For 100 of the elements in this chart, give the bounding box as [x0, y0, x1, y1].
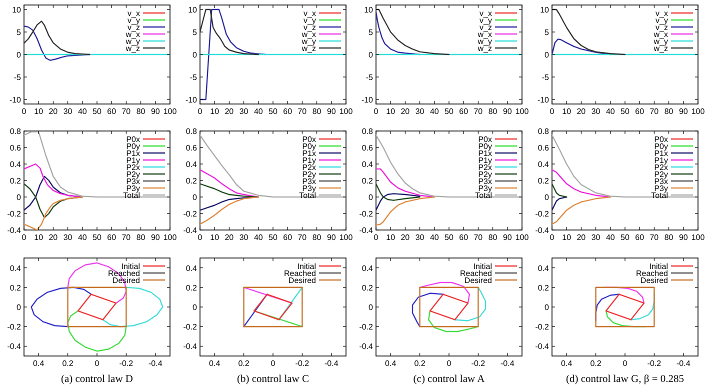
line-series [376, 134, 522, 198]
line-series [376, 183, 420, 201]
y-tick-label: 0.2 [362, 283, 374, 292]
line-series [200, 8, 266, 100]
x-tick-label: 60 [635, 233, 645, 242]
x-tick-label: 50 [268, 233, 278, 242]
legend-label: P2x [478, 163, 492, 172]
legend-label: P0y [302, 142, 316, 151]
x-tick-label: 30 [63, 233, 73, 242]
text: (a) control law D [60, 374, 134, 385]
legend-label: P0x [126, 135, 140, 144]
legend-label: w_y [652, 37, 668, 46]
legend-label: P0x [302, 135, 316, 144]
line-series [376, 11, 420, 56]
y-tick-label: 0 [368, 50, 374, 60]
x-tick-label: 60 [459, 107, 469, 116]
x-tick-label: 50 [620, 233, 630, 242]
legend-label: P1x [302, 149, 316, 158]
y-tick-label: 0 [192, 193, 198, 202]
x-tick-label: 70 [474, 233, 484, 242]
x-tick-label: 30 [591, 107, 601, 116]
x-tick-label: -0.4 [148, 359, 163, 368]
x-tick-label: 40 [254, 107, 264, 116]
legend-label: P1y [126, 156, 140, 165]
x-tick-label: 10 [210, 107, 220, 116]
x-tick-label: 70 [474, 107, 484, 116]
y-tick-label: 0 [544, 193, 550, 202]
legend-label: Reached [460, 269, 492, 278]
x-tick-label: -0.4 [324, 359, 339, 368]
y-tick-label: 0.8 [362, 127, 374, 136]
x-tick-label: 100 [691, 107, 705, 116]
line-series [200, 196, 259, 225]
x-tick-label: 0.4 [209, 359, 221, 368]
x-tick-label: 40 [606, 233, 616, 242]
y-tick-label: 0.6 [186, 144, 198, 152]
line-series [24, 196, 83, 230]
line-series [24, 20, 90, 56]
legend-label: P3y [478, 184, 492, 193]
legend-label: P3y [654, 184, 668, 193]
x-tick-label: -0.4 [676, 359, 691, 368]
x-tick-label: 20 [48, 107, 58, 116]
y-tick-label: 0.2 [186, 283, 198, 292]
x-tick-label: 90 [150, 233, 160, 242]
legend-label: P2x [302, 163, 316, 172]
x-tick-label: 50 [92, 107, 102, 116]
line-series [200, 8, 259, 56]
legend-label: v_x [656, 9, 668, 18]
x-tick-label: 70 [650, 233, 660, 242]
x-tick-label: 10 [386, 107, 396, 116]
x-tick-label: 0 [94, 359, 100, 368]
x-tick-label: 10 [386, 233, 396, 242]
y-tick-label: 0 [368, 193, 374, 202]
legend-label: P0y [478, 142, 492, 151]
x-tick-label: -0.2 [647, 359, 662, 368]
x-tick-label: 20 [576, 233, 586, 242]
y-tick-label: 0.4 [362, 160, 374, 169]
y-tick-label: 10 [540, 6, 550, 14]
x-tick-label: 40 [430, 107, 440, 116]
line-series [67, 310, 127, 352]
line-series [552, 8, 626, 56]
line-series [419, 282, 470, 304]
x-tick-label: 100 [515, 107, 530, 116]
x-tick-label: -0.2 [471, 359, 486, 368]
x-tick-label: 60 [283, 107, 293, 116]
x-tick-label: 60 [635, 107, 645, 116]
x-tick-label: 30 [415, 107, 425, 116]
x-tick-label: 40 [254, 233, 264, 242]
y-tick-label: 0.6 [362, 144, 374, 152]
x-tick-label: 0.2 [590, 359, 602, 368]
y-tick-label: 0.4 [362, 264, 374, 273]
line-series [552, 183, 568, 198]
y-tick-label: 0.2 [10, 176, 22, 186]
line-series [552, 196, 568, 211]
legend-label: Initial [473, 262, 492, 271]
x-tick-label: 0.2 [238, 359, 250, 368]
text: (b) control law C [236, 374, 310, 385]
y-tick-label: -0.2 [183, 210, 198, 218]
x-tick-label: 10 [34, 233, 44, 242]
x-tick-label: 0.2 [62, 359, 74, 368]
legend-label: w_x [476, 30, 492, 39]
y-tick-label: -0.2 [359, 210, 374, 218]
x-tick-label: 20 [400, 107, 410, 116]
x-tick-label: 30 [415, 233, 425, 242]
legend-label: P2y [126, 170, 140, 179]
line-series [24, 163, 83, 198]
y-tick-label: 0.8 [186, 127, 198, 136]
y-tick-label: 0.4 [10, 160, 22, 169]
x-tick-label: 100 [691, 233, 705, 242]
x-tick-label: 70 [298, 233, 308, 242]
x-tick-label: 90 [678, 233, 688, 242]
line-series [376, 8, 450, 56]
x-tick-label: 80 [136, 107, 146, 116]
y-tick-label: 0 [544, 303, 550, 312]
legend-label: P2x [654, 163, 668, 172]
x-tick-label: 90 [502, 233, 512, 242]
x-tick-label: 30 [63, 107, 73, 116]
legend-label: w_x [300, 30, 316, 39]
line-series [428, 310, 479, 332]
x-tick-label: 50 [444, 233, 454, 242]
y-tick-label: -0.2 [359, 322, 374, 332]
